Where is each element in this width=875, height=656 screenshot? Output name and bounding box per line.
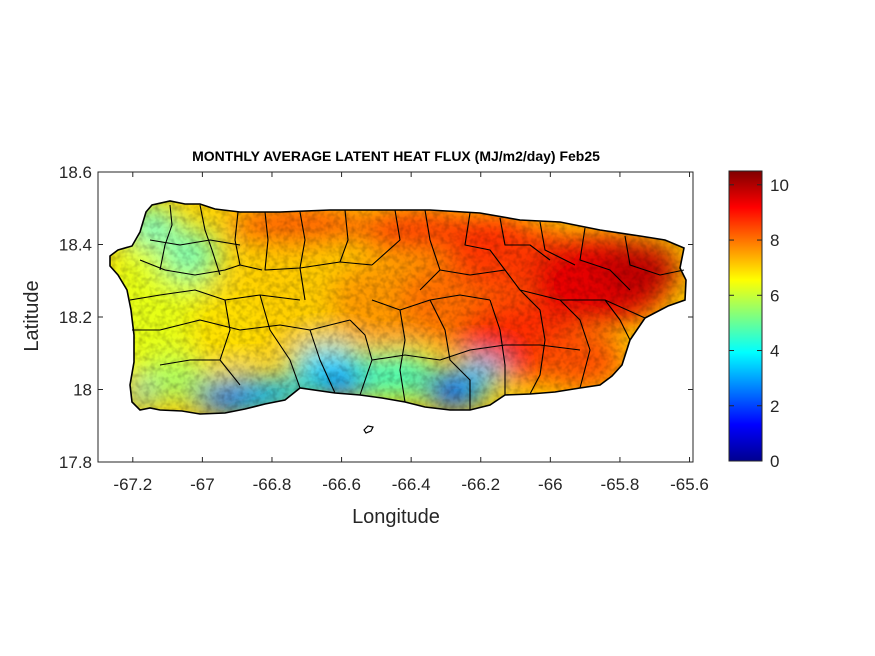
y-axis-label: Latitude	[21, 280, 43, 351]
municipality-boundaries	[129, 204, 685, 410]
x-tick-label: -65.6	[670, 475, 709, 494]
x-tick-label: -67.2	[113, 475, 152, 494]
offshore-islet	[363, 425, 374, 434]
colorbar-tick-label: 10	[770, 176, 789, 195]
colorbar	[728, 170, 763, 462]
colorbar-tick-label: 2	[770, 397, 779, 416]
heat-field	[110, 201, 686, 414]
colorbar-tick-label: 4	[770, 342, 779, 361]
y-tick-label: 18.6	[59, 163, 92, 182]
x-tick-label: -67	[190, 475, 215, 494]
x-tick-label: -66.6	[322, 475, 361, 494]
x-axis-tick-labels: -67.2 -67 -66.8 -66.6 -66.4 -66.2 -66 -65.8 -65.…	[113, 475, 708, 494]
x-tick-label: -66.2	[461, 475, 500, 494]
colorbar-tick-labels: 0 2 4 6 8 10	[770, 176, 789, 471]
y-axis-tick-labels: 17.8 18 18.2 18.4 18.6	[59, 163, 92, 472]
x-tick-label: -66.8	[253, 475, 292, 494]
chart-title: MONTHLY AVERAGE LATENT HEAT FLUX (MJ/m2/…	[192, 148, 600, 164]
y-axis-ticks	[98, 171, 693, 463]
x-tick-label: -66.4	[392, 475, 431, 494]
x-tick-label: -66	[538, 475, 563, 494]
x-axis-label: Longitude	[352, 506, 440, 528]
colorbar-tick-label: 6	[770, 286, 779, 305]
x-axis-ticks	[132, 172, 691, 462]
colorbar-ticks	[729, 184, 762, 462]
x-tick-label: -65.8	[601, 475, 640, 494]
y-tick-label: 18.4	[59, 236, 92, 255]
y-tick-label: 17.8	[59, 453, 92, 472]
y-tick-label: 18.2	[59, 308, 92, 327]
colorbar-tick-label: 0	[770, 452, 779, 471]
colorbar-tick-label: 8	[770, 231, 779, 250]
y-tick-label: 18	[73, 381, 92, 400]
